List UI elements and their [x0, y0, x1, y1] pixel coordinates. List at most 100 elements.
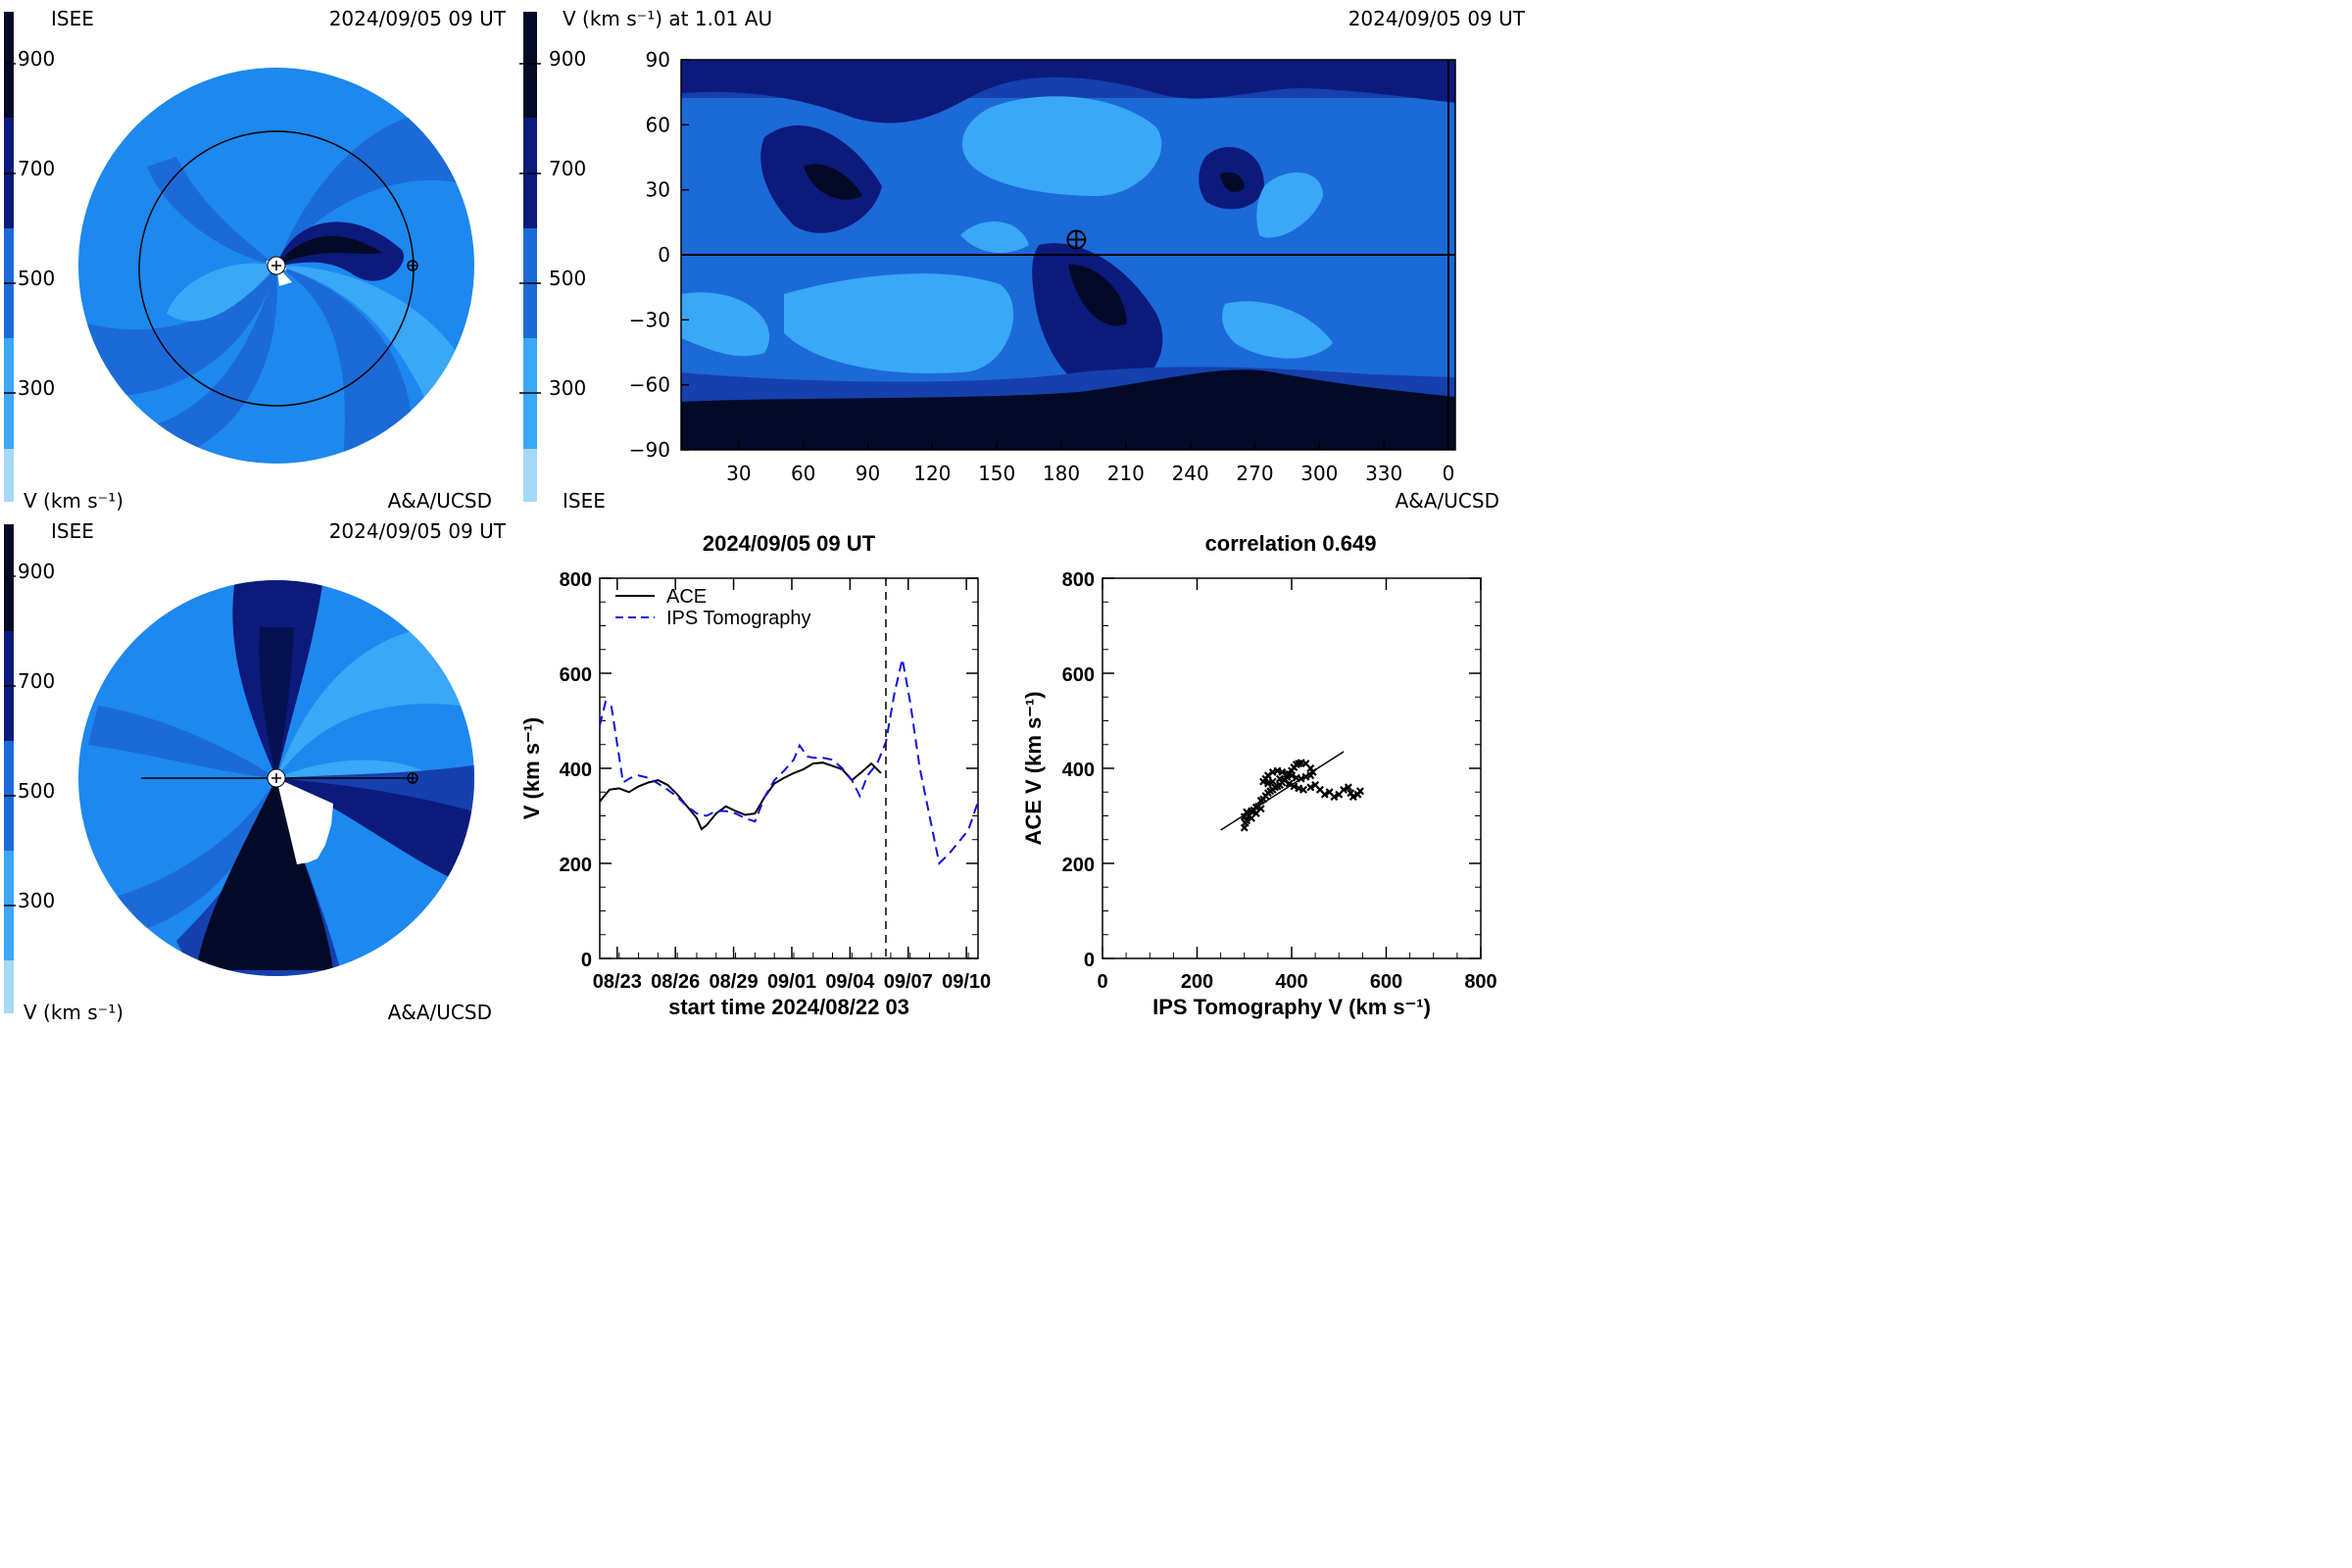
- scatter-point: [1285, 779, 1294, 788]
- scatter-point: [1263, 779, 1272, 788]
- colorbar-top-right: 900 700 500 300: [519, 12, 586, 502]
- scatter-point: [1320, 790, 1329, 799]
- earth-orbit-circle: [138, 130, 415, 407]
- x-tick-label: 400: [1275, 971, 1307, 993]
- chart-title: correlation 0.649: [1205, 531, 1377, 556]
- line-chart: 2024/09/05 09 UT start time 2024/08/22 0…: [519, 531, 991, 1019]
- scatter-point: [1344, 783, 1352, 792]
- x-tick-label: 09/01: [767, 971, 816, 993]
- colorbar-tick-label: 900: [549, 47, 586, 71]
- x-tick-label: 300: [1300, 462, 1338, 485]
- scatter-point: [1248, 813, 1255, 822]
- date-label: 2024/09/05 09 UT: [1348, 7, 1526, 30]
- x-tick-label: 120: [913, 462, 951, 485]
- chart-title: 2024/09/05 09 UT: [703, 531, 876, 556]
- colorbar-top-left: 900 700 500 300: [4, 12, 55, 502]
- scatter-point: [1340, 785, 1348, 794]
- series-layer: [600, 659, 978, 866]
- colorbar-unit-label: V (km s⁻¹): [24, 1001, 123, 1024]
- velocity-disc-meridional: [78, 580, 474, 976]
- credit-label: A&A/UCSD: [388, 1001, 492, 1024]
- x-tick-label: 240: [1172, 462, 1209, 485]
- points-layer: [1240, 759, 1364, 832]
- colorbar-tick-label: 500: [18, 779, 55, 803]
- colorbar-tick-label: 300: [18, 889, 55, 912]
- colorbar-swatch: [523, 449, 537, 502]
- x-tick-label: 180: [1043, 462, 1080, 485]
- x-tick-label: 600: [1370, 971, 1402, 993]
- panel-top-right: 900 700 500 300 V (km s⁻¹) at 1.01 AU 20…: [519, 7, 1526, 513]
- x-tick-label: 800: [1464, 971, 1496, 993]
- scatter-point: [1299, 785, 1308, 794]
- axes: 08/23 08/26 08/29 09/01 09/04 09/07 09/10 0 200 4…: [560, 569, 992, 993]
- scatter-point: [1301, 772, 1310, 781]
- sun-marker: [267, 256, 286, 275]
- scatter-point: [1330, 793, 1339, 802]
- panel-top-left: 900 700 500 300 ISEE 2024/09/05 09 UT V …: [4, 7, 507, 513]
- earth-marker: [407, 772, 418, 784]
- y-tick-label: 600: [560, 664, 592, 686]
- x-tick-label: 09/04: [825, 971, 875, 993]
- x-tick-label: 60: [791, 462, 815, 485]
- plot-frame: [599, 577, 979, 959]
- x-tick-label: 09/10: [942, 971, 991, 993]
- x-tick-label: 90: [856, 462, 880, 485]
- colorbar-tick-label: 700: [18, 157, 55, 180]
- y-tick-label: −90: [629, 438, 670, 462]
- legend: ACE IPS Tomography: [615, 586, 811, 629]
- x-tick-label: 08/23: [593, 971, 642, 993]
- y-tick-label: 30: [646, 178, 670, 202]
- colorbar-tick-label: 500: [18, 267, 55, 290]
- map-axes: 30 60 90 120 150 180 210 240 270 300 330 09060300−3…: [629, 48, 1455, 485]
- y-tick-label: 200: [1062, 855, 1095, 876]
- scatter-point: [1240, 812, 1249, 821]
- axes: 0 200 400 600 800 0 200 400 600 800: [1062, 569, 1497, 993]
- colorbar-tick-label: 900: [18, 47, 55, 71]
- colorbar-swatch: [4, 524, 14, 631]
- scatter-point: [1259, 777, 1268, 786]
- y-axis-label: V (km s⁻¹): [519, 717, 544, 820]
- scatter-chart: correlation 0.649 IPS Tomography V (km s…: [1021, 531, 1497, 1019]
- y-tick-label: −30: [629, 308, 670, 331]
- colorbar-unit-label: V (km s⁻¹): [24, 489, 123, 513]
- colorbar-tick-label: 300: [549, 376, 586, 400]
- scatter-point: [1355, 787, 1364, 796]
- x-axis-label: IPS Tomography V (km s⁻¹): [1152, 995, 1431, 1019]
- colorbar-tick-label: 900: [18, 560, 55, 583]
- legend-label-ace: ACE: [666, 586, 707, 608]
- scatter-point: [1256, 805, 1265, 813]
- scatter-point: [1292, 773, 1300, 782]
- colorbar-bottom-left: 900 700 500 300: [4, 524, 55, 1013]
- y-tick-label: 0: [581, 950, 592, 971]
- scatter-point: [1283, 769, 1292, 778]
- x-tick-label: 08/26: [651, 971, 700, 993]
- credit-label: A&A/UCSD: [1396, 489, 1499, 513]
- y-tick-label: −60: [629, 373, 670, 397]
- x-tick-label: 150: [978, 462, 1015, 485]
- date-label: 2024/09/05 09 UT: [329, 519, 507, 543]
- scatter-point: [1290, 782, 1298, 791]
- x-tick-label: 200: [1181, 971, 1213, 993]
- x-axis-label: start time 2024/08/22 03: [668, 995, 909, 1019]
- y-tick-label: 400: [1062, 760, 1095, 781]
- colorbar-swatch: [4, 12, 14, 118]
- y-axis-label: ACE V (km s⁻¹): [1021, 691, 1046, 845]
- y-tick-label: 200: [560, 855, 592, 876]
- y-tick-label: 400: [560, 760, 592, 781]
- y-tick-label: 800: [1062, 569, 1095, 591]
- date-label: 2024/09/05 09 UT: [329, 7, 507, 30]
- org-label: ISEE: [51, 7, 94, 30]
- sun-marker: [267, 768, 286, 788]
- scatter-point: [1348, 793, 1357, 802]
- credit-label: A&A/UCSD: [388, 489, 492, 513]
- colorbar-swatch: [4, 960, 14, 1013]
- y-tick-label: 600: [1062, 664, 1095, 686]
- x-tick-label: 0: [1097, 971, 1107, 993]
- y-tick-label: 0: [658, 243, 670, 267]
- org-label: ISEE: [563, 489, 606, 513]
- earth-marker: [407, 260, 418, 271]
- legend-label-ips: IPS Tomography: [666, 608, 811, 629]
- x-tick-label: 09/07: [884, 971, 933, 993]
- fit-line: [1220, 751, 1345, 831]
- colorbar-swatch: [523, 12, 537, 118]
